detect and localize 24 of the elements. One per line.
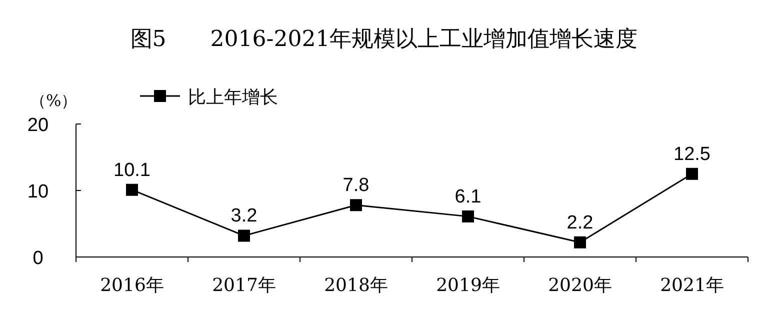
point — [238, 230, 250, 242]
x-tick-label: 2020年 — [548, 275, 612, 296]
data-label: 2.2 — [566, 212, 594, 234]
x-tick-label: 2016年 — [100, 275, 164, 296]
data-label: 12.5 — [674, 144, 710, 165]
data-label: 10.1 — [114, 160, 150, 181]
chart-title: 图5 2016-2021年规模以上工业增加值增长速度 — [130, 27, 638, 52]
x-tick-label: 2018年 — [324, 275, 388, 296]
point — [686, 168, 698, 180]
y-tick-label: 10 — [27, 182, 49, 202]
x-tick-label: 2019年 — [436, 275, 500, 296]
legend-label: 比上年增长 — [188, 87, 278, 107]
point — [462, 210, 474, 222]
x-tick-label: 2021年 — [660, 275, 724, 296]
data-label: 7.8 — [342, 175, 370, 196]
point — [126, 184, 138, 196]
point — [574, 236, 586, 248]
y-tick-label: 20 — [27, 115, 49, 136]
y-axis-title: （%） — [30, 91, 78, 110]
x-tick-label: 2017年 — [212, 275, 276, 296]
data-label: 3.2 — [230, 206, 258, 227]
data-label: 6.1 — [454, 186, 482, 208]
y-tick-label: 0 — [32, 248, 44, 269]
point — [350, 199, 362, 212]
